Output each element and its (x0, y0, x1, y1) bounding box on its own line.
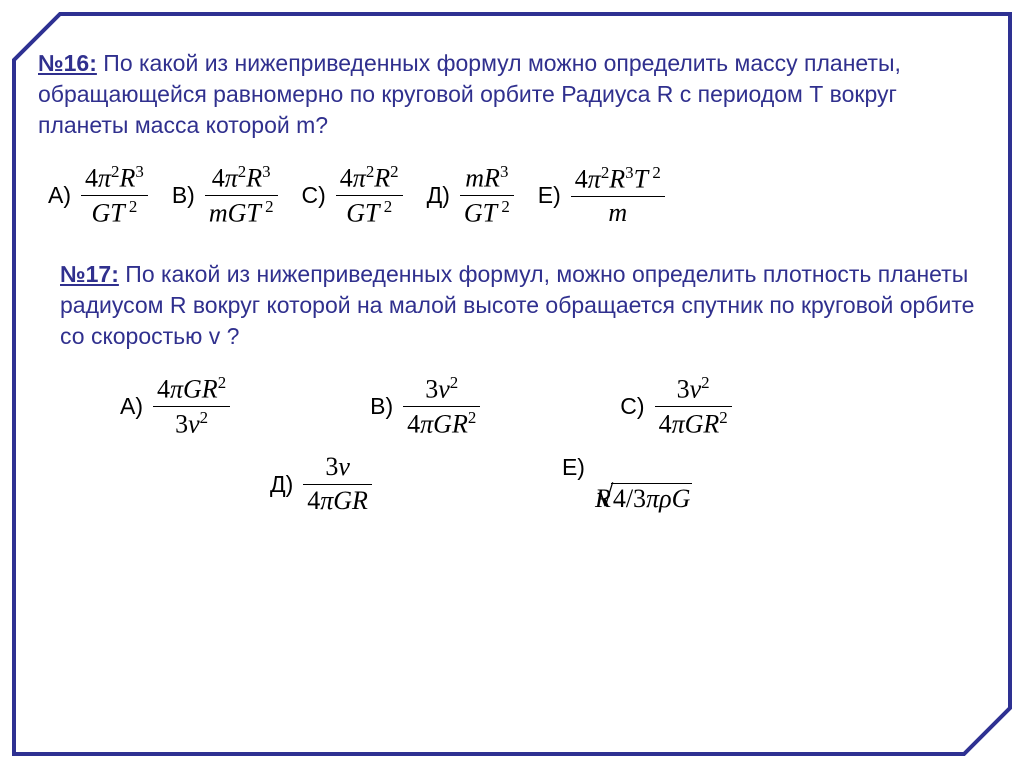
q17-number: №17: (60, 261, 119, 287)
opt-label: Д) (427, 182, 450, 209)
q16-opt-e: Е) 4π2R3T 2 m (538, 164, 665, 228)
q16-options: А) 4π2R3 GT 2 В) 4π2R3 mGT 2 С) 4π2R2 GT… (38, 163, 986, 229)
formula: 3v2 4πGR2 (655, 374, 732, 440)
q16-opt-b: В) 4π2R3 mGT 2 (172, 163, 278, 229)
formula: mR3 GT 2 (460, 163, 514, 229)
q17-text: №17: По какой из нижеприведенных формул,… (60, 259, 986, 352)
q17-opt-b: В) 3v2 4πGR2 (370, 374, 480, 440)
q17-options-row2: Д) 3v 4πGR Е) R 4/3πρG √ (60, 453, 986, 515)
question-16: №16: По какой из нижеприведенных формул … (38, 48, 986, 229)
q16-text: №16: По какой из нижеприведенных формул … (38, 48, 986, 141)
q17-options-row1: А) 4πGR2 3v2 В) 3v2 4πGR2 С) 3v2 4πGR2 (60, 374, 986, 440)
q17-opt-a: А) 4πGR2 3v2 (120, 374, 230, 440)
question-17: №17: По какой из нижеприведенных формул,… (38, 259, 986, 516)
formula: 4π2R3 GT 2 (81, 163, 148, 229)
opt-label: А) (48, 182, 71, 209)
q16-opt-a: А) 4π2R3 GT 2 (48, 163, 148, 229)
q16-body: По какой из нижеприведенных формул можно… (38, 50, 901, 138)
opt-label: Е) (562, 454, 585, 481)
q17-opt-d: Д) 3v 4πGR (270, 453, 372, 515)
opt-label: Е) (538, 182, 561, 209)
q17-opt-e: Е) R 4/3πρG √ (562, 454, 692, 514)
opt-label: А) (120, 393, 143, 420)
opt-label: С) (620, 393, 644, 420)
q16-number: №16: (38, 50, 97, 76)
formula: 4π2R3 mGT 2 (205, 163, 278, 229)
slide-content: №16: По какой из нижеприведенных формул … (38, 48, 986, 730)
opt-label: С) (302, 182, 326, 209)
opt-label: В) (370, 393, 393, 420)
q16-opt-d: Д) mR3 GT 2 (427, 163, 514, 229)
formula: 3v 4πGR (303, 453, 372, 515)
q17-opt-c: С) 3v2 4πGR2 (620, 374, 731, 440)
q16-opt-c: С) 4π2R2 GT 2 (302, 163, 403, 229)
opt-label: В) (172, 182, 195, 209)
formula: 4πGR2 3v2 (153, 374, 230, 440)
formula: 3v2 4πGR2 (403, 374, 480, 440)
opt-label: Д) (270, 471, 293, 498)
formula: R 4/3πρG √ (595, 484, 692, 514)
q17-body: По какой из нижеприведенных формул, можн… (60, 261, 974, 349)
formula: 4π2R3T 2 m (571, 164, 665, 228)
formula: 4π2R2 GT 2 (336, 163, 403, 229)
